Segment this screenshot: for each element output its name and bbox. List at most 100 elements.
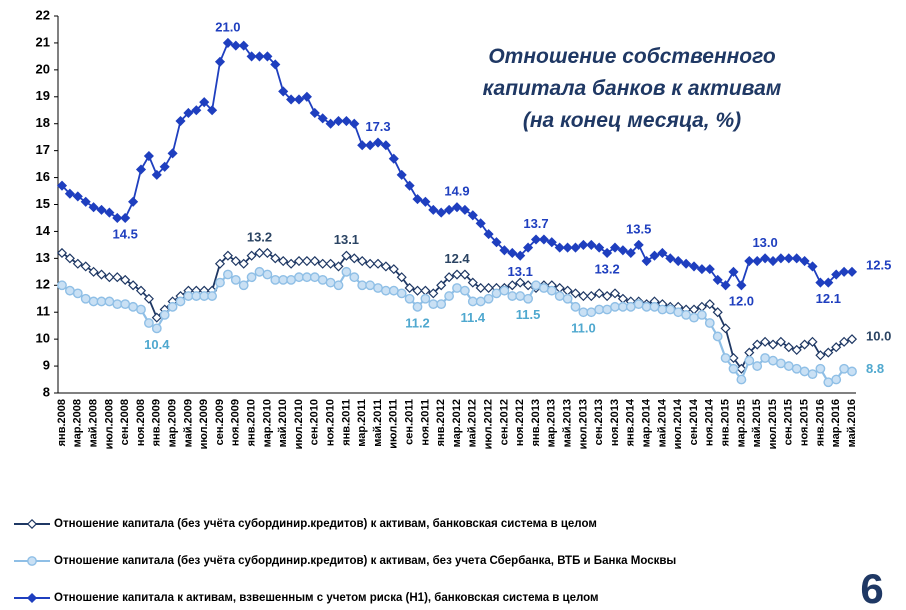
data-label: 11.4 (461, 310, 486, 325)
point (230, 256, 241, 267)
data-label: 12.0 (729, 294, 754, 309)
point (72, 191, 83, 202)
point (262, 269, 273, 280)
point (333, 280, 344, 291)
y-tick-label: 11 (36, 304, 50, 319)
point (404, 293, 415, 304)
x-tick-label: сен.2015 (783, 399, 795, 445)
point (807, 336, 818, 347)
point (507, 247, 518, 259)
point (657, 304, 668, 315)
point (278, 274, 289, 285)
point (120, 212, 131, 224)
data-label: 17.3 (365, 119, 390, 134)
point (546, 285, 557, 296)
x-tick-label: мар.2011 (356, 399, 368, 447)
point (293, 94, 305, 105)
point (720, 280, 731, 291)
point (602, 291, 613, 302)
point (357, 280, 368, 291)
point (175, 296, 186, 307)
x-tick-label: май.2008 (88, 399, 100, 447)
point (230, 40, 241, 51)
data-label: 13.2 (247, 229, 272, 244)
x-tick-label: сен.2014 (688, 398, 700, 445)
x-tick-label: мар.2012 (451, 399, 463, 447)
point (120, 299, 131, 310)
point (689, 312, 699, 323)
point (609, 288, 621, 299)
point (294, 272, 304, 283)
point (847, 366, 857, 377)
point (64, 188, 75, 199)
point (507, 291, 518, 301)
point (428, 288, 439, 299)
y-tick-label: 18 (36, 115, 50, 130)
point (633, 299, 644, 310)
point (167, 301, 178, 312)
point (191, 291, 202, 301)
point (72, 288, 83, 299)
point (246, 272, 257, 283)
point (673, 307, 684, 318)
point (554, 242, 565, 253)
point (760, 253, 771, 264)
point (602, 304, 612, 315)
point (286, 258, 297, 269)
point (80, 293, 91, 304)
point (775, 253, 786, 264)
point (499, 245, 510, 256)
point (515, 277, 526, 288)
point (380, 261, 391, 272)
point (301, 256, 312, 267)
point (428, 204, 439, 215)
point (183, 107, 194, 118)
point (459, 285, 470, 296)
legend-marker (27, 556, 37, 566)
point (333, 261, 344, 272)
x-tick-label: сен.2008 (119, 399, 131, 445)
point (254, 266, 265, 277)
point (128, 280, 139, 291)
point (325, 277, 336, 288)
point (104, 207, 115, 218)
point (183, 291, 194, 301)
point (357, 256, 368, 267)
x-tick-label: мар.2009 (167, 399, 179, 447)
point (783, 361, 794, 371)
point (799, 256, 810, 267)
point (270, 274, 281, 285)
point (412, 194, 423, 205)
point (578, 307, 589, 318)
point (56, 180, 68, 191)
page-number: 6 (860, 565, 883, 610)
x-tick-label: май.2012 (467, 399, 479, 447)
y-tick-label: 8 (43, 384, 50, 399)
point (317, 274, 328, 285)
point (491, 237, 502, 248)
point (760, 353, 770, 363)
point (665, 304, 676, 315)
point (712, 331, 723, 342)
point (831, 342, 842, 353)
point (436, 280, 447, 291)
point (523, 280, 534, 291)
x-tick-label: май.2016 (846, 399, 858, 447)
point (752, 256, 763, 267)
x-tick-label: мар.2016 (830, 399, 842, 447)
point (301, 272, 312, 283)
point (673, 256, 684, 267)
point (444, 204, 455, 215)
point (562, 285, 573, 296)
point (554, 291, 565, 301)
point (791, 363, 802, 374)
y-tick-label: 12 (36, 277, 50, 292)
point (839, 266, 850, 277)
point (483, 293, 494, 304)
point (357, 140, 368, 151)
point (688, 261, 700, 272)
x-tick-label: мар.2010 (261, 399, 273, 447)
point (562, 242, 573, 253)
point (286, 94, 297, 105)
point (570, 288, 581, 299)
